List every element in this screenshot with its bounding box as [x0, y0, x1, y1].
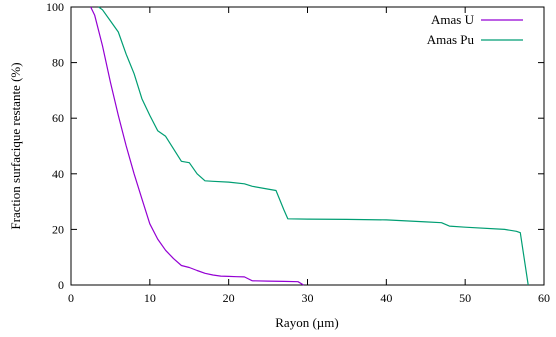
x-tick-label: 50: [459, 291, 471, 305]
x-tick-label: 60: [538, 291, 550, 305]
series-line-amas-u: [90, 6, 304, 286]
legend-label-amas-pu: Amas Pu: [427, 32, 475, 47]
x-axis-title: Rayon (µm): [275, 315, 338, 330]
x-tick-label: 0: [68, 291, 74, 305]
y-axis-title: Fraction surfacique restante (%): [8, 62, 23, 229]
y-tick-label: 100: [46, 0, 64, 14]
y-axis: 0 20 40 60 80 100: [46, 0, 544, 292]
y-tick-label: 0: [58, 278, 64, 292]
plot-frame: [70, 6, 545, 286]
series-line-amas-pu: [98, 6, 529, 286]
x-tick-label: 10: [144, 291, 156, 305]
y-tick-label: 80: [52, 56, 64, 70]
plot-frame-group: [70, 6, 545, 286]
y-tick-label: 60: [52, 111, 64, 125]
x-tick-label: 40: [380, 291, 392, 305]
x-tick-label: 30: [302, 291, 314, 305]
legend: Amas U Amas Pu: [427, 12, 523, 47]
y-tick-label: 20: [52, 222, 64, 236]
legend-label-amas-u: Amas U: [431, 12, 475, 27]
series-layer: [90, 6, 529, 286]
x-tick-label: 20: [223, 291, 235, 305]
x-axis: 0 10 20 30 40 50 60: [68, 7, 550, 305]
y-tick-label: 40: [52, 167, 64, 181]
